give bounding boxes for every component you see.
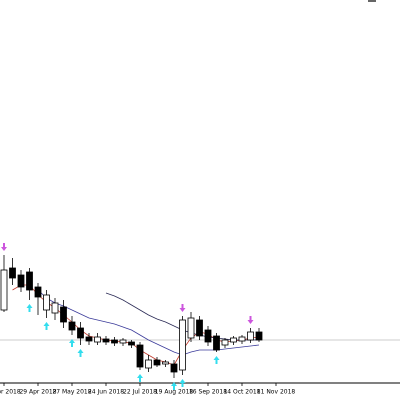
candle-body — [43, 294, 50, 311]
up-arrow — [26, 304, 33, 312]
up-arrow — [171, 382, 177, 390]
candle-body — [179, 319, 186, 371]
candle-body — [204, 329, 212, 343]
candle-body — [26, 271, 33, 291]
candle-body — [85, 336, 93, 342]
candle-body — [51, 302, 59, 314]
x-tick-label: 29 Apr 2018 — [19, 389, 56, 396]
x-tick-label: 19 Aug 2018 — [155, 389, 194, 396]
down-arrow — [1, 243, 7, 251]
x-tick-label: 11 Nov 2018 — [257, 389, 296, 396]
candle-body — [196, 319, 203, 337]
candle-body — [247, 331, 254, 341]
up-arrow — [69, 339, 75, 347]
candle-body — [68, 321, 76, 331]
x-tick-label: 1 Apr 2018 — [0, 389, 21, 396]
candle-body — [94, 336, 101, 343]
candle-body — [255, 331, 263, 341]
candle-body — [145, 359, 152, 369]
candle-body — [102, 338, 110, 343]
up-arrow — [137, 374, 143, 382]
candle-body — [128, 341, 135, 346]
candle-body — [77, 327, 84, 339]
candle-body — [9, 267, 16, 279]
candle-body — [111, 339, 118, 344]
candle-body — [17, 274, 25, 288]
up-arrow — [77, 349, 84, 357]
up-arrow — [179, 379, 186, 387]
candle-body — [230, 337, 237, 343]
up-arrow — [213, 356, 220, 364]
up-arrow — [43, 322, 50, 330]
down-arrow — [247, 316, 254, 324]
x-tick-label: 14 Oct 2018 — [223, 389, 260, 396]
down-arrow — [179, 304, 186, 312]
candle-body — [170, 363, 178, 373]
x-tick-label: 22 Jul 2018 — [123, 389, 157, 396]
x-tick-label: 24 Jun 2018 — [88, 389, 124, 396]
candle-body — [153, 359, 161, 366]
candle-body — [238, 336, 246, 342]
candle-body — [221, 339, 229, 346]
candle-body — [136, 344, 144, 368]
x-tick-label: 16 Sep 2018 — [189, 389, 227, 396]
candle-body — [187, 317, 195, 339]
x-tick-label: 27 May 2018 — [52, 389, 91, 396]
candle-body — [0, 269, 8, 311]
candle-body — [60, 306, 67, 323]
candle-body — [34, 286, 42, 298]
ma-line — [37, 289, 260, 356]
top-marker — [368, 0, 376, 2]
candle-body — [119, 339, 127, 344]
candle-body — [213, 335, 220, 351]
candle-body — [162, 361, 169, 365]
